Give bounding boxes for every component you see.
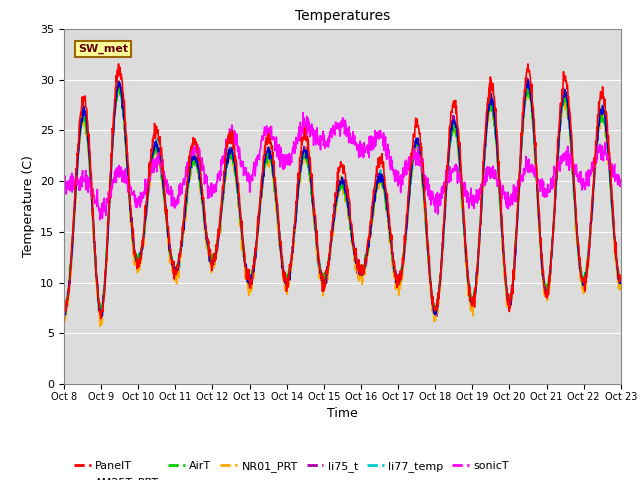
Title: Temperatures: Temperatures	[295, 10, 390, 24]
Y-axis label: Temperature (C): Temperature (C)	[22, 156, 35, 257]
Legend: PanelT, AM25T_PRT, AirT, NR01_PRT, li75_t, li77_temp, sonicT: PanelT, AM25T_PRT, AirT, NR01_PRT, li75_…	[70, 457, 513, 480]
Text: SW_met: SW_met	[78, 44, 128, 54]
X-axis label: Time: Time	[327, 407, 358, 420]
